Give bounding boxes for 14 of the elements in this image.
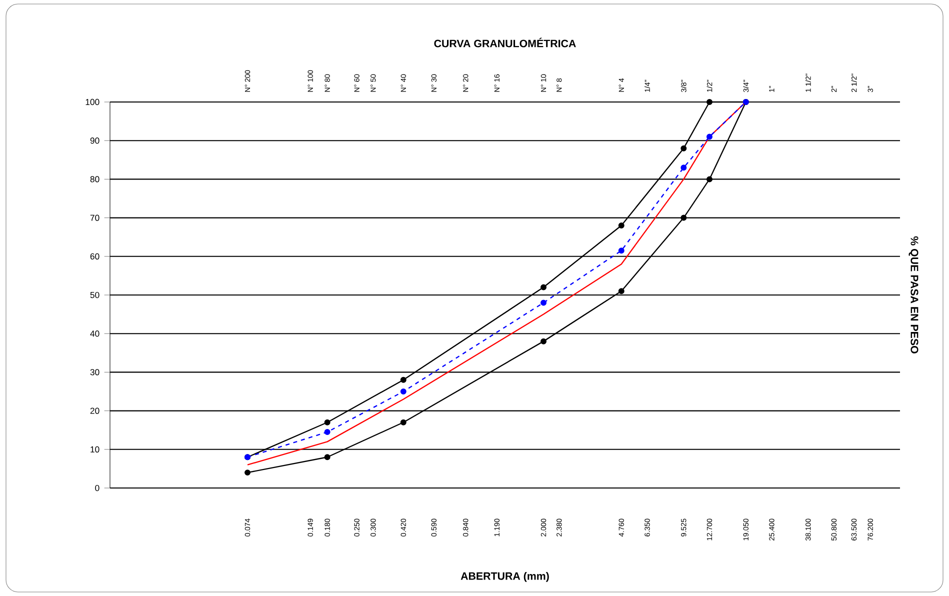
y-tick-label: 90: [90, 138, 100, 144]
y-tick-label: 10: [90, 446, 100, 452]
y-tick-label: 70: [90, 214, 100, 221]
y-tick-label: 50: [90, 292, 100, 298]
y-tick-label: 20: [90, 408, 100, 414]
y-tick-label: 30: [90, 369, 100, 376]
y-tick-label: 80: [90, 176, 100, 182]
y-tick-label: 0: [95, 484, 100, 492]
chart-title: CURVA GRANULOMÉTRICA: [434, 38, 576, 48]
y-tick-label: 40: [90, 330, 100, 337]
y-axis-title: % QUE PASA EN PESO: [908, 236, 918, 354]
x-axis-title: ABERTURA (mm): [460, 572, 549, 582]
y-tick-label: 60: [90, 253, 100, 260]
y-tick-label: 100: [86, 98, 100, 106]
